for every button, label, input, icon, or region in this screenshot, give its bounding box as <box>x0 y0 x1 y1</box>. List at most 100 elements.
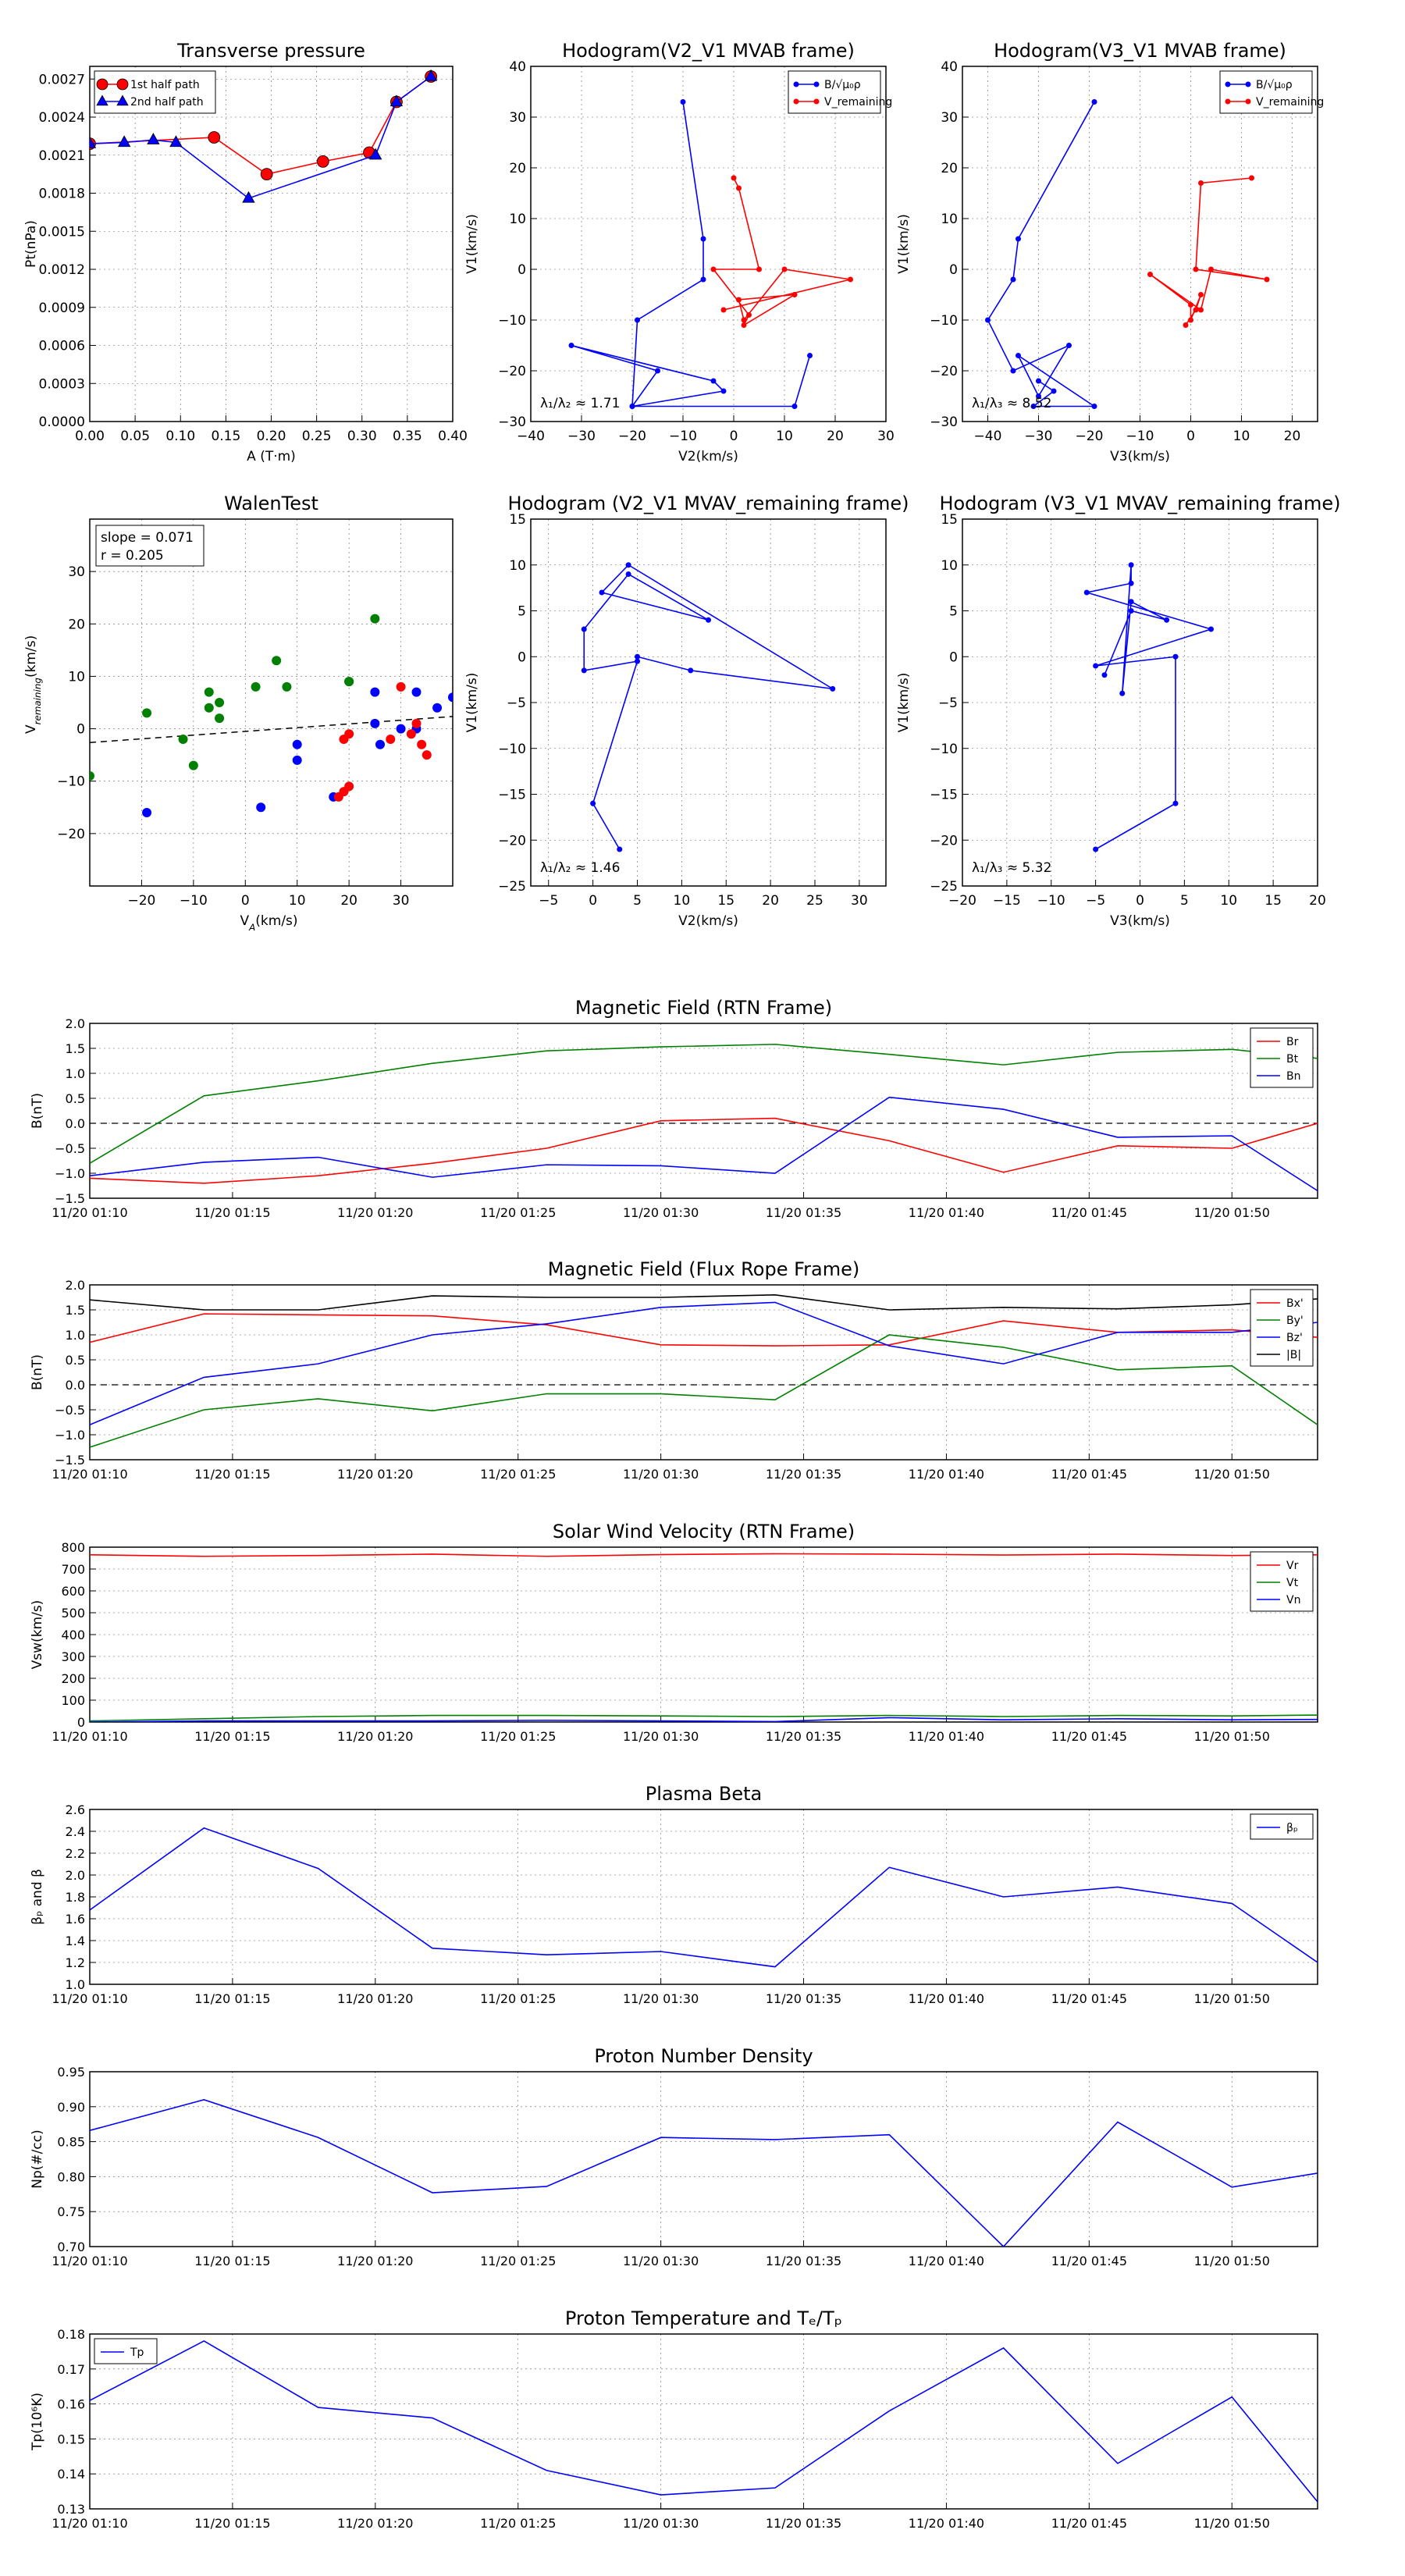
eigenvalue-ratio-label: λ₁/λ₂ ≈ 1.71 <box>540 396 620 411</box>
y-tick-label: 30 <box>68 564 85 580</box>
x-tick-label: −20 <box>127 893 155 909</box>
chart-title: Hodogram (V3_V1 MVAV_remaining frame) <box>939 493 1340 514</box>
x-tick-label: 30 <box>877 429 895 444</box>
data-point <box>282 681 292 692</box>
y-tick-label: 500 <box>61 1606 85 1621</box>
data-point-marker <box>848 276 853 283</box>
data-point-marker <box>635 317 640 323</box>
data-point-marker <box>700 276 706 283</box>
x-axis-label: V3(km/s) <box>1110 913 1170 929</box>
data-point-marker <box>1245 98 1251 105</box>
plot-area <box>985 99 1270 409</box>
data-point-marker <box>1208 266 1214 272</box>
data-point-marker <box>147 133 160 144</box>
x-tick-label: −15 <box>993 893 1021 909</box>
data-point-marker <box>736 297 742 303</box>
y-tick-label: 0.0018 <box>39 187 85 202</box>
y-tick-label: 0 <box>518 262 526 278</box>
y-tick-label: 40 <box>941 59 958 75</box>
legend-label: V_remaining <box>824 96 892 109</box>
x-tick-label: 0.15 <box>211 429 240 444</box>
x-tick-label: 11/20 01:10 <box>52 1467 127 1482</box>
data-point-marker <box>617 846 623 852</box>
data-point-marker <box>1208 626 1214 632</box>
series-line <box>90 76 432 199</box>
data-point-marker <box>1128 562 1134 568</box>
plot-frame <box>89 2071 1318 2247</box>
x-tick-label: 11/20 01:20 <box>337 2516 413 2531</box>
legend-label: Vn <box>1286 1594 1300 1606</box>
x-tick-label: 0.25 <box>302 429 332 444</box>
data-point <box>204 703 214 713</box>
y-tick-label: −20 <box>498 833 526 849</box>
data-point <box>142 808 152 817</box>
y-tick-label: 0 <box>949 262 958 278</box>
data-point-marker <box>710 378 717 384</box>
plot-frame <box>962 66 1318 422</box>
data-point <box>256 802 266 813</box>
data-point-marker <box>208 131 221 144</box>
x-tick-label: 11/20 01:25 <box>480 1205 556 1220</box>
legend-box <box>1250 1027 1314 1088</box>
data-point-marker <box>116 78 129 91</box>
plot-frame <box>89 1023 1318 1199</box>
legend-label: Bz' <box>1286 1332 1303 1344</box>
data-point <box>417 739 427 749</box>
y-tick-label: 0.5 <box>66 1353 85 1368</box>
y-tick-label: 0.0024 <box>39 110 85 126</box>
x-tick-label: 11/20 01:20 <box>337 1205 413 1220</box>
x-tick-label: 11/20 01:25 <box>480 1467 556 1482</box>
y-tick-label: 2.0 <box>66 1868 85 1883</box>
data-point <box>344 781 354 792</box>
x-tick-label: 11/20 01:45 <box>1051 2254 1127 2268</box>
x-tick-label: 11/20 01:35 <box>766 2254 841 2268</box>
y-tick-label: −0.5 <box>55 1141 85 1156</box>
plot-area <box>90 2099 1318 2247</box>
series-line <box>90 2340 1318 2503</box>
x-tick-label: 10 <box>1220 893 1237 909</box>
plot-area <box>1083 562 1214 852</box>
y-tick-label: 15 <box>509 512 526 528</box>
x-tick-label: 15 <box>717 893 735 909</box>
data-point-marker <box>830 685 836 692</box>
series-line <box>712 177 851 327</box>
y-axis-label: βₚ and β <box>30 1869 45 1925</box>
data-point-marker <box>1101 672 1108 678</box>
data-point-marker <box>688 667 694 674</box>
y-tick-label: 600 <box>61 1584 85 1599</box>
x-tick-label: 11/20 01:25 <box>480 1991 556 2006</box>
data-point-marker <box>985 317 991 323</box>
x-tick-label: 11/20 01:45 <box>1051 1991 1127 2006</box>
plot-frame <box>89 2333 1318 2510</box>
data-point <box>344 677 354 687</box>
plot-area <box>90 69 438 203</box>
plot-area <box>568 99 853 409</box>
x-tick-label: 11/20 01:30 <box>623 1729 699 1744</box>
y-tick-label: 10 <box>68 669 85 685</box>
data-point-marker <box>629 404 635 409</box>
data-point-marker <box>1051 388 1057 394</box>
data-point <box>215 698 225 707</box>
x-tick-label: 0.10 <box>165 429 195 444</box>
x-tick-label: 0.00 <box>75 429 105 444</box>
legend-label: Bx' <box>1286 1297 1304 1310</box>
series-line <box>90 1293 1318 1311</box>
chart-ts5: Proton Number Density 0.70 0.75 0.80 0.85 0.9… <box>30 2045 1318 2268</box>
y-tick-label: −25 <box>930 879 958 895</box>
plot-area <box>90 2340 1318 2503</box>
data-point-marker <box>781 266 788 272</box>
legend-box <box>1219 70 1313 114</box>
data-point-marker <box>793 98 799 105</box>
data-point-marker <box>1225 81 1231 87</box>
x-tick-label: 11/20 01:40 <box>909 1729 984 1744</box>
x-tick-label: 11/20 01:10 <box>52 1205 127 1220</box>
y-tick-label: 0.75 <box>57 2204 85 2219</box>
series-line <box>90 1717 1318 1722</box>
data-point-marker <box>706 617 711 623</box>
series-line <box>90 1334 1318 1448</box>
y-tick-label: −1.5 <box>55 1453 85 1468</box>
y-tick-label: 0.0027 <box>39 72 85 87</box>
x-tick-label: 11/20 01:10 <box>52 2254 127 2268</box>
x-tick-label: 11/20 01:40 <box>909 1205 984 1220</box>
data-point-marker <box>1172 800 1179 806</box>
